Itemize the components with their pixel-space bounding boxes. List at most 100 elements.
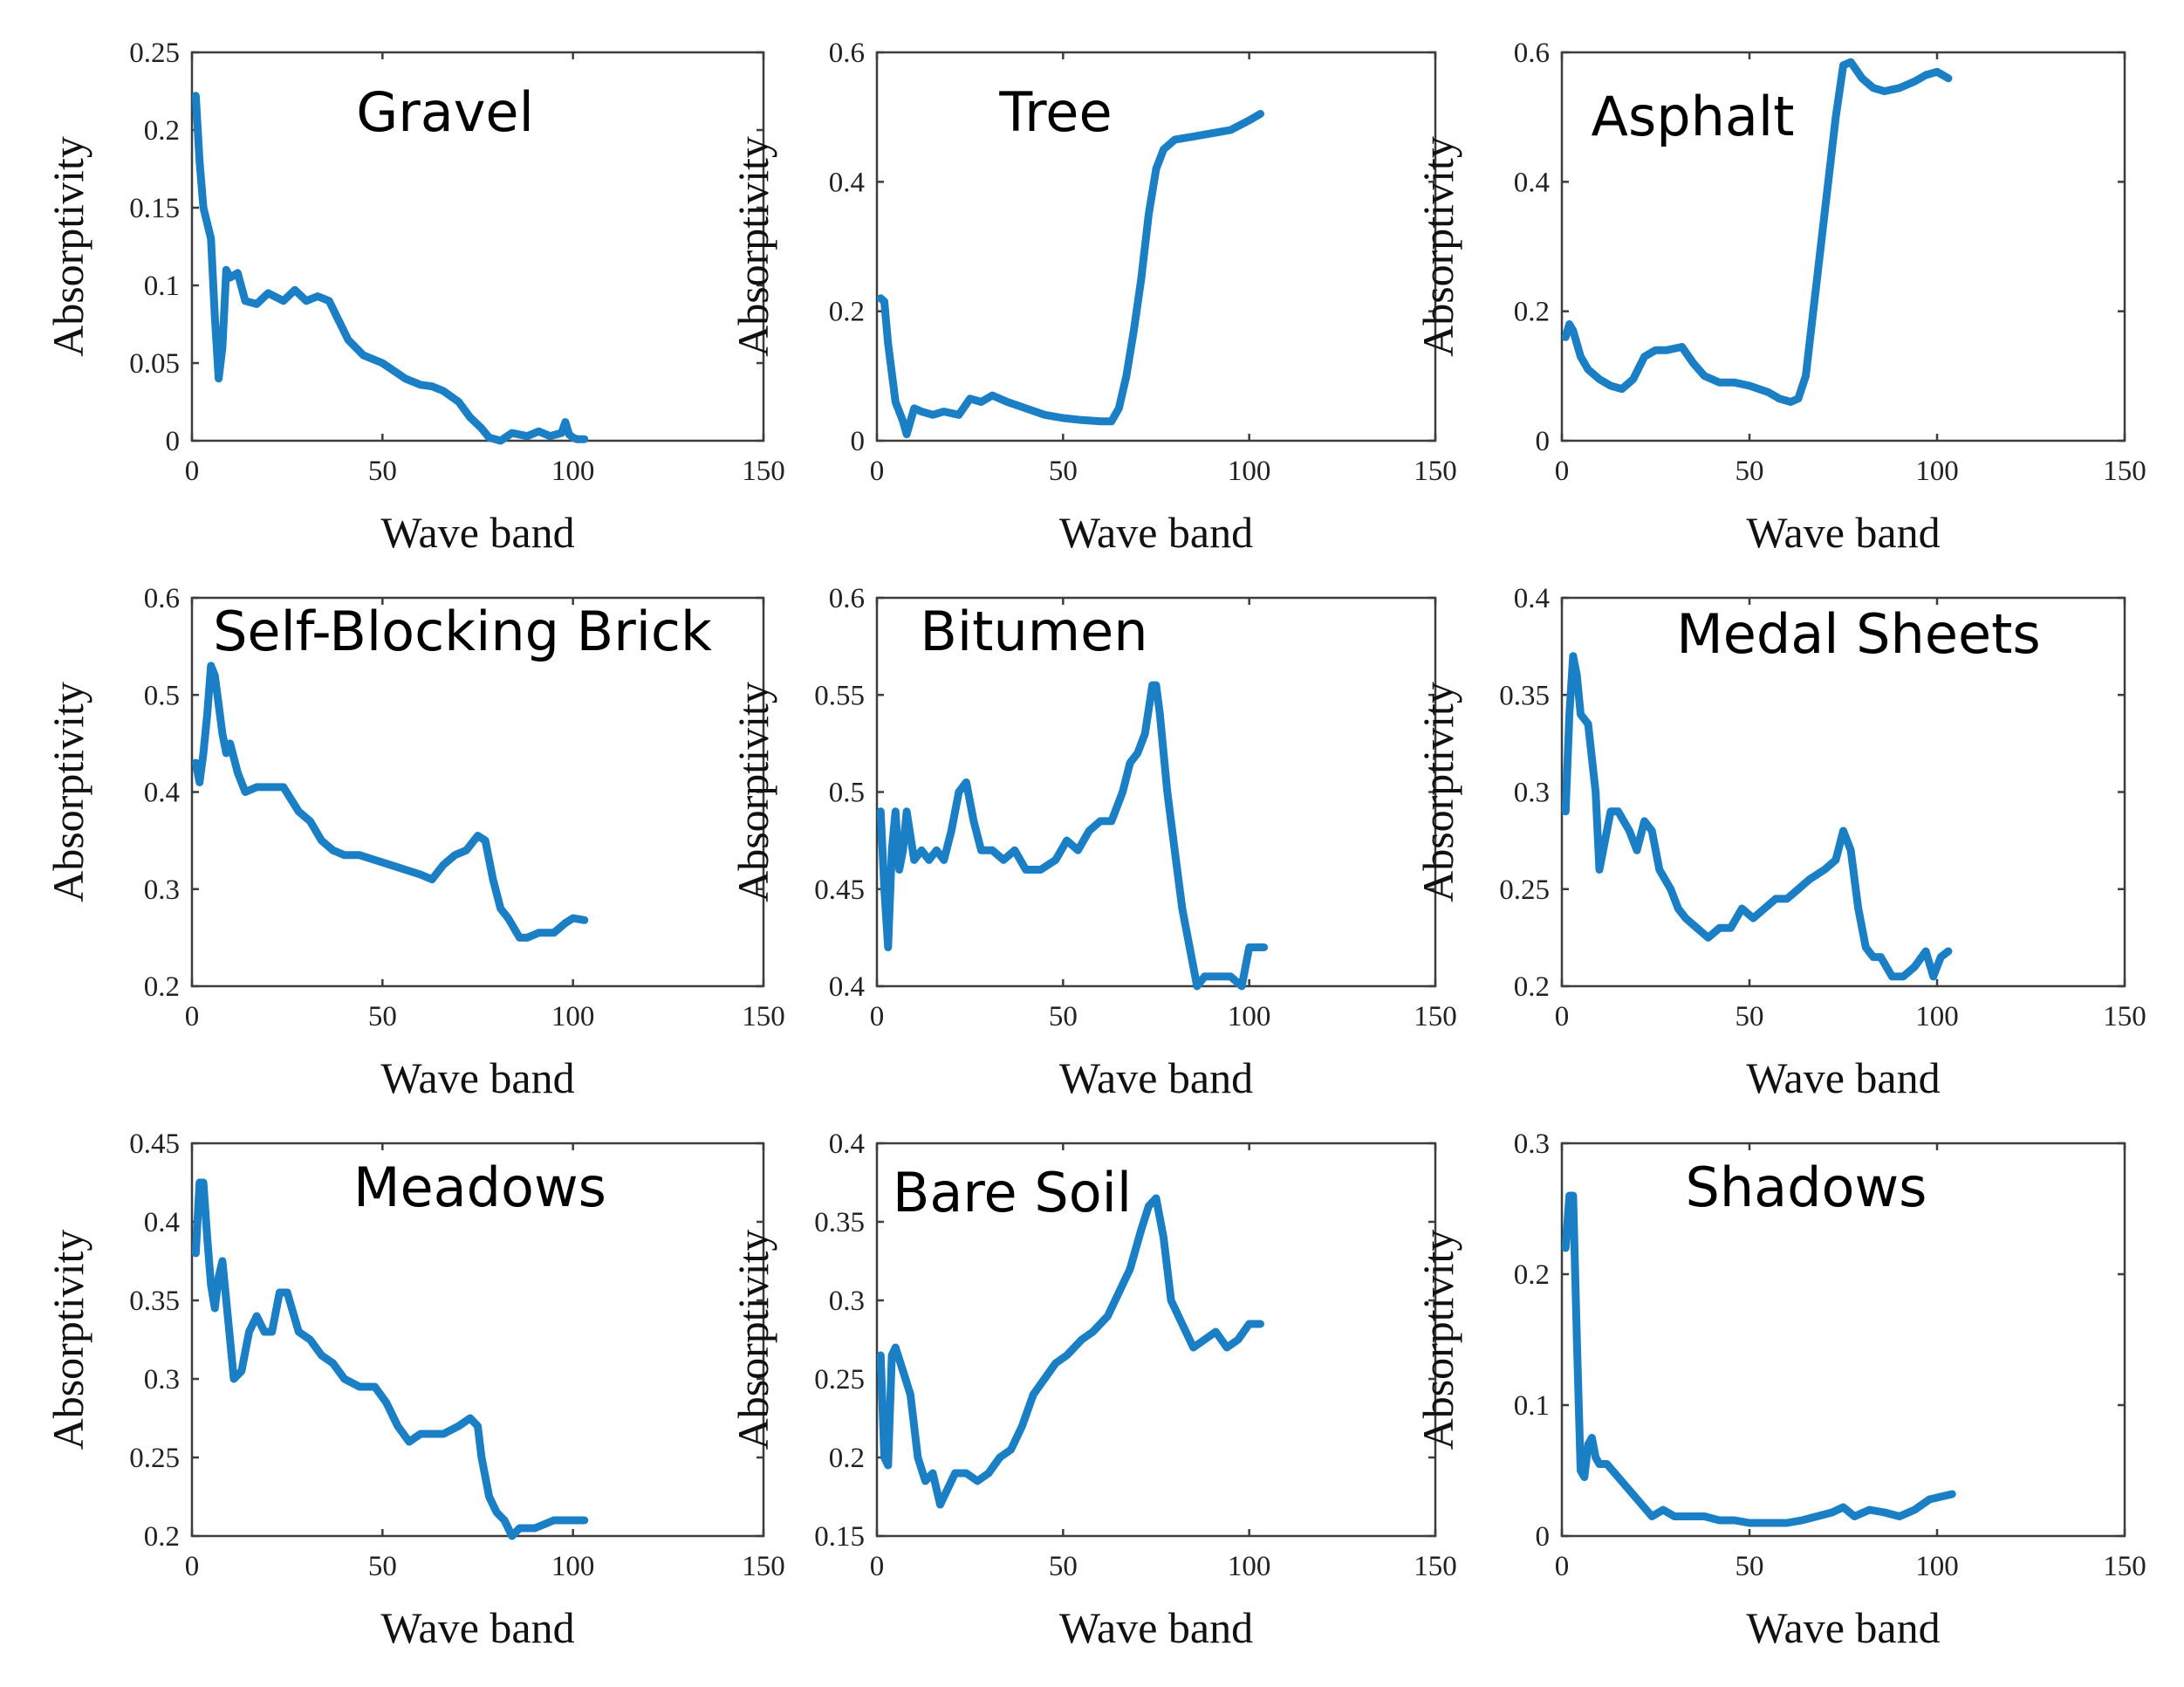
x-tick-label: 0	[1555, 1001, 1570, 1032]
series-line	[191, 1178, 589, 1540]
y-tick-label: 0.1	[1514, 1390, 1550, 1422]
y-axis-label: Absorptivity	[729, 1230, 777, 1450]
y-axis-label: Absorptivity	[1414, 682, 1462, 902]
y-tick-label: 0	[1536, 1521, 1551, 1553]
panel-asphalt: 0 50 100 150 0 0.2 0.4 0.6 Wave band Absorptivity…	[1414, 38, 2146, 557]
x-tick-label: 0	[870, 1551, 885, 1582]
panel-title: Bare Soil	[893, 1161, 1132, 1224]
panel-title: Tree	[998, 80, 1112, 144]
x-axis-label: Wave band	[380, 508, 574, 557]
series-line	[191, 92, 589, 445]
y-tick-label: 0	[166, 426, 181, 457]
x-tick-label: 100	[1915, 1001, 1959, 1032]
panel-title: Medal Sheets	[1676, 602, 2040, 666]
x-tick-label: 150	[1414, 456, 1457, 487]
y-tick-label: 0.45	[129, 1128, 180, 1160]
panel-title: Meadows	[353, 1156, 606, 1219]
x-tick-label: 50	[1736, 456, 1764, 487]
y-tick-label: 0.4	[829, 971, 865, 1003]
panel-title: Asphalt	[1592, 85, 1795, 148]
x-tick-label: 0	[870, 1001, 885, 1032]
plot-frame	[875, 51, 1437, 442]
y-tick-label: 0.3	[1514, 1128, 1550, 1160]
series-line	[876, 681, 1269, 991]
y-tick-label: 0	[851, 426, 866, 457]
x-axis-label: Wave band	[1746, 1053, 1940, 1102]
panel-self-blocking-brick: 0 50 100 150 0.2 0.3 0.4 0.5 0.6 Wave band Absorpt…	[44, 583, 785, 1102]
x-tick-label: 0	[1555, 1551, 1570, 1582]
series-line	[1561, 1191, 1956, 1527]
x-tick-label: 100	[551, 456, 595, 487]
y-tick-label: 0.2	[1514, 297, 1550, 328]
series-line	[876, 110, 1264, 439]
y-tick-label: 0.4	[1514, 583, 1550, 614]
x-axis-label: Wave band	[380, 1053, 574, 1102]
y-tick-label: 0.2	[144, 1521, 180, 1553]
plot-frame	[190, 1142, 765, 1538]
x-tick-label: 0	[185, 456, 200, 487]
panel-bitumen: 0 50 100 150 0.4 0.45 0.5 0.55 0.6 Wave band Absor…	[729, 583, 1457, 1102]
panel-tree: 0 50 100 150 0 0.2 0.4 0.6 Wave band Absorptivity…	[729, 38, 1457, 557]
y-tick-label: 0.15	[814, 1521, 865, 1553]
y-tick-label: 0.4	[829, 1128, 865, 1160]
y-tick-label: 0.2	[144, 971, 180, 1003]
series-line	[191, 662, 589, 942]
x-axis-label: Wave band	[1059, 1603, 1253, 1652]
y-tick-label: 0.35	[1499, 680, 1550, 711]
series-line	[1561, 58, 1953, 406]
y-tick-label: 0.2	[1514, 1259, 1550, 1291]
series-line	[1561, 652, 1953, 981]
x-tick-label: 50	[368, 1001, 397, 1032]
y-tick-label: 0.25	[129, 1443, 180, 1474]
y-tick-label: 0	[1536, 426, 1551, 457]
x-tick-label: 50	[1736, 1001, 1764, 1032]
x-tick-label: 150	[1414, 1001, 1457, 1032]
y-tick-label: 0.25	[814, 1364, 865, 1396]
y-axis-label: Absorptivity	[44, 1230, 92, 1450]
y-tick-label: 0.15	[129, 193, 180, 224]
x-tick-label: 150	[742, 456, 785, 487]
plot-frame	[1560, 51, 2126, 442]
x-tick-label: 0	[1555, 456, 1570, 487]
y-tick-label: 0.2	[829, 297, 865, 328]
series-line	[876, 1194, 1264, 1509]
y-axis-label: Absorptivity	[1414, 136, 1462, 357]
plot-frame	[190, 51, 765, 442]
y-tick-label: 0.5	[829, 778, 865, 809]
x-tick-label: 50	[1049, 456, 1078, 487]
y-tick-label: 0.2	[144, 115, 180, 147]
x-tick-label: 150	[742, 1551, 785, 1582]
y-tick-label: 0.25	[129, 38, 180, 69]
plot-frame	[875, 1142, 1437, 1538]
y-tick-label: 0.1	[144, 271, 180, 302]
y-axis-label: Absorptivity	[729, 136, 777, 357]
x-axis-label: Wave band	[380, 1603, 574, 1652]
y-tick-label: 0.45	[814, 874, 865, 906]
y-tick-label: 0.35	[129, 1286, 180, 1317]
x-tick-label: 100	[551, 1001, 595, 1032]
x-tick-label: 150	[1414, 1551, 1457, 1582]
x-tick-label: 0	[185, 1001, 200, 1032]
x-tick-label: 50	[368, 1551, 397, 1582]
x-tick-label: 0	[185, 1551, 200, 1582]
x-axis-label: Wave band	[1746, 508, 1940, 557]
x-axis-label: Wave band	[1746, 1603, 1940, 1652]
x-tick-label: 50	[1049, 1001, 1078, 1032]
y-tick-label: 0.6	[1514, 38, 1550, 69]
y-tick-label: 0.4	[144, 778, 180, 809]
y-tick-label: 0.6	[829, 38, 865, 69]
x-tick-label: 100	[1915, 456, 1959, 487]
y-axis-label: Absorptivity	[44, 682, 92, 902]
y-tick-label: 0.4	[1514, 167, 1550, 198]
x-tick-label: 150	[2103, 1001, 2146, 1032]
y-tick-label: 0.4	[144, 1207, 180, 1238]
y-tick-label: 0.55	[814, 680, 865, 711]
x-tick-label: 150	[742, 1001, 785, 1032]
x-tick-label: 0	[870, 456, 885, 487]
y-axis-label: Absorptivity	[729, 682, 777, 902]
x-tick-label: 150	[2103, 1551, 2146, 1582]
panel-gravel: 0 50 100 150 0 0.05 0.1 0.15 0.2 0.25 Wave band Abs…	[44, 38, 785, 557]
panel-meadows: 0 50 100 150 0.2 0.25 0.3 0.35 0.4 0.45 Wave band A…	[44, 1128, 785, 1652]
y-tick-label: 0.4	[829, 167, 865, 198]
